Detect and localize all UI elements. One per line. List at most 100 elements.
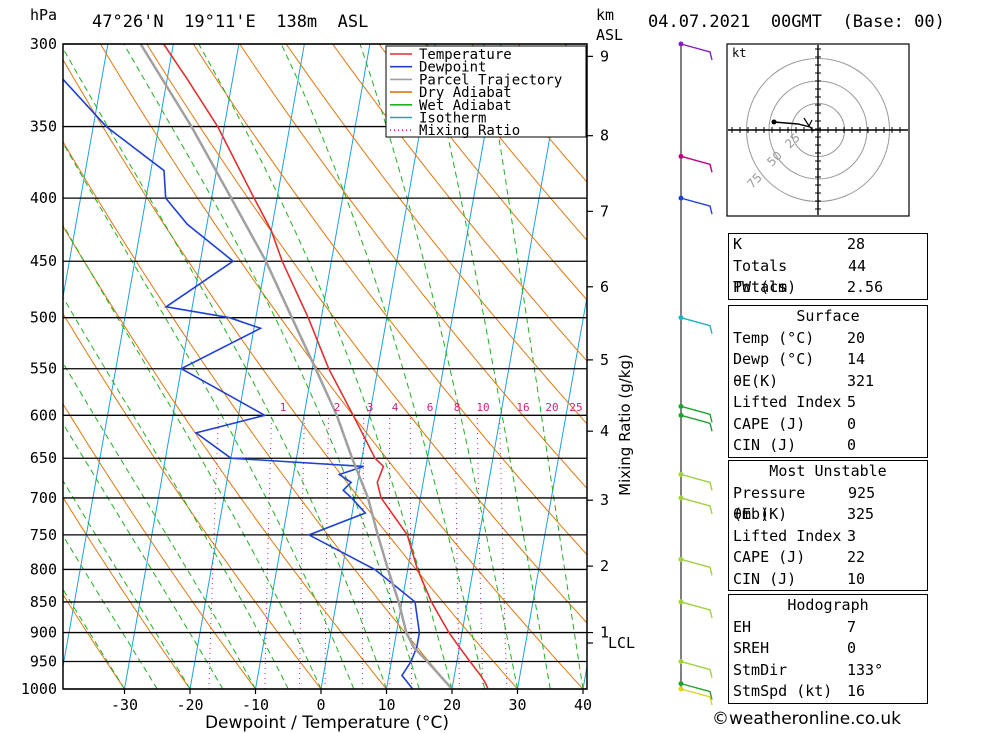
wet-adiabat-line bbox=[359, 44, 518, 689]
isotherm-line bbox=[123, 44, 240, 689]
isotherm-line bbox=[189, 44, 305, 689]
row-value: 0 bbox=[847, 436, 857, 454]
pressure-tick-label: 500 bbox=[30, 309, 57, 327]
row-label: CAPE (J) bbox=[733, 414, 806, 433]
dry-adiabat-line bbox=[331, 44, 587, 362]
location-title: 47°26'N 19°11'E 138m ASL bbox=[92, 12, 369, 32]
wind-barb-dot bbox=[678, 315, 684, 321]
row-label: Totals Totals bbox=[733, 256, 788, 297]
km-tick-label: 3 bbox=[600, 491, 609, 509]
pressure-tick-label: 300 bbox=[30, 35, 57, 53]
temperature-tick-label: -30 bbox=[111, 696, 138, 714]
row-value: 925 bbox=[848, 483, 876, 502]
mixing-ratio-line bbox=[208, 415, 219, 689]
dry-adiabat-line bbox=[239, 44, 587, 490]
row-label: Lifted Index bbox=[733, 393, 842, 411]
hpa-unit-label: hPa bbox=[30, 6, 58, 24]
row-value: 5 bbox=[847, 393, 857, 411]
wet-adiabat-line bbox=[198, 44, 453, 689]
legend-entry: Isotherm bbox=[419, 111, 486, 127]
wind-barbs bbox=[678, 41, 713, 706]
mixing-ratio-tick-label: 6 bbox=[427, 401, 434, 414]
mixing-ratio-line bbox=[264, 415, 273, 689]
legend-entry: Wet Adiabat bbox=[419, 98, 512, 114]
temperature-tick-label: 0 bbox=[316, 696, 325, 714]
table-row: SREH 0 bbox=[729, 638, 927, 660]
series-parcel-trajectory bbox=[139, 44, 453, 689]
row-value: 22 bbox=[847, 548, 866, 566]
row-value: 2.56 bbox=[847, 278, 884, 296]
most-unstable-title: Most Unstable bbox=[769, 462, 887, 480]
wind-barb bbox=[680, 155, 713, 173]
table-row: Dewp (°C) 14 bbox=[729, 349, 927, 371]
pressure-tick-label: 650 bbox=[30, 449, 57, 467]
row-label: StmSpd (kt) bbox=[733, 682, 833, 700]
lcl-label: LCL bbox=[608, 634, 635, 652]
wet-adiabat-line bbox=[63, 47, 387, 689]
hodograph-table: Hodograph EH 7 SREH 0 StmDir 133° StmSpd (kt) 1… bbox=[728, 594, 928, 704]
dry-adiabat-line bbox=[192, 44, 587, 556]
surface-table: Surface Temp (°C) 20 Dewp (°C) 14 θE(K) 321 Li… bbox=[728, 305, 928, 458]
km-tick-label: 7 bbox=[600, 202, 609, 220]
table-row: θE (K) 325 bbox=[729, 504, 927, 526]
row-value: 7 bbox=[847, 617, 857, 636]
table-row: Totals Totals 44 bbox=[729, 256, 927, 297]
mixing-ratio-tick-label: 16 bbox=[516, 401, 529, 414]
row-label: StmDir bbox=[733, 660, 788, 679]
row-value: 321 bbox=[847, 371, 875, 390]
dry-adiabat-line bbox=[63, 140, 453, 689]
row-value: 10 bbox=[847, 569, 866, 588]
dry-adiabat-line bbox=[146, 44, 587, 624]
row-value: 0 bbox=[847, 414, 857, 433]
pressure-tick-label: 1000 bbox=[21, 680, 57, 698]
legend-entry: Parcel Trajectory bbox=[419, 72, 562, 88]
dry-adiabat-line bbox=[63, 312, 322, 689]
pressure-tick-label: 600 bbox=[30, 406, 57, 424]
dry-adiabat-line bbox=[63, 496, 191, 689]
pressure-tick-label: 700 bbox=[30, 489, 57, 507]
table-row: θE(K) 321 bbox=[729, 371, 927, 393]
table-row: EH 7 bbox=[729, 617, 927, 639]
row-value: 0 bbox=[847, 639, 857, 657]
row-value: 20 bbox=[847, 328, 866, 347]
legend-entry: Dewpoint bbox=[419, 60, 486, 76]
dry-adiabat-line bbox=[63, 225, 387, 689]
dry-adiabat-line bbox=[63, 593, 125, 689]
mixing-ratio-axis-label: Mixing Ratio (g/kg) bbox=[616, 354, 634, 496]
wind-barb bbox=[680, 497, 713, 515]
mixing-ratio-tick-label: 1 bbox=[280, 401, 287, 414]
axis-labels: 3003504004505005506006507007508008509009… bbox=[21, 35, 635, 733]
row-value: 3 bbox=[847, 526, 857, 545]
wind-barb bbox=[680, 197, 713, 215]
pressure-tick-label: 900 bbox=[30, 624, 57, 642]
isotherm-line bbox=[516, 294, 587, 689]
dry-adiabat-line bbox=[0, 0, 59, 689]
temperature-tick-label: 40 bbox=[574, 696, 592, 714]
legend-box bbox=[385, 45, 587, 138]
table-row: Temp (°C) 20 bbox=[729, 328, 927, 350]
mixing-ratio-tick-label: 3 bbox=[367, 401, 374, 414]
wind-barb bbox=[680, 688, 713, 706]
km-tick-label: 9 bbox=[600, 47, 609, 65]
table-row: Pressure (mb) 925 bbox=[729, 483, 927, 524]
row-label: Dewp (°C) bbox=[733, 350, 815, 368]
table-row: PW (cm) 2.56 bbox=[729, 277, 927, 299]
wind-barb bbox=[680, 660, 713, 678]
row-label: Lifted Index bbox=[733, 526, 842, 545]
asl-unit-label: ASL bbox=[596, 26, 624, 44]
pressure-tick-label: 400 bbox=[30, 189, 57, 207]
row-label: θE(K) bbox=[733, 371, 779, 390]
dry-adiabat-line bbox=[471, 44, 587, 183]
km-tick-label: 8 bbox=[600, 127, 609, 145]
plot-frame bbox=[62, 43, 588, 690]
row-label: CIN (J) bbox=[733, 436, 797, 454]
wet-adiabat-line bbox=[426, 44, 551, 689]
series-temperature bbox=[162, 44, 489, 689]
pressure-tick-label: 950 bbox=[30, 653, 57, 671]
row-value: 133° bbox=[847, 660, 884, 679]
datetime-title: 04.07.2021 00GMT (Base: 00) bbox=[648, 12, 945, 32]
km-tick-label: 1 bbox=[600, 624, 609, 642]
